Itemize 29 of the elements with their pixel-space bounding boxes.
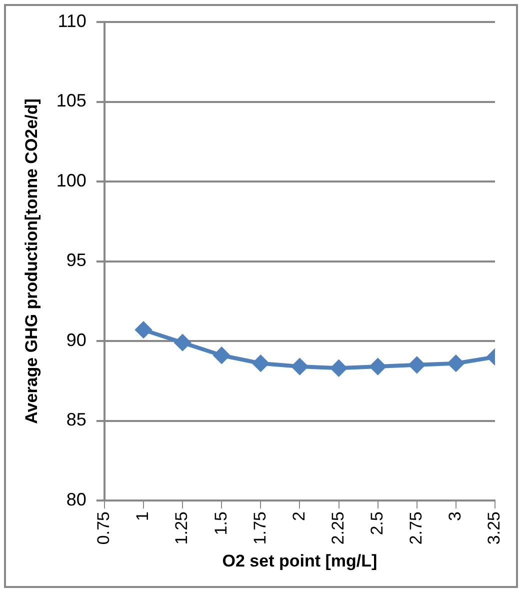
- y-tick-label: 90: [66, 330, 86, 350]
- point: [135, 322, 152, 338]
- x-tick-label: 0.75: [94, 512, 114, 545]
- x-tick-label: 1: [133, 512, 152, 521]
- point: [370, 358, 386, 375]
- x-tick-label: 2.75: [406, 512, 426, 545]
- y-tick-label: 80: [66, 489, 86, 510]
- y-tick-label: 100: [56, 170, 86, 190]
- y-axis-title: Average GHG production[tonne CO2e/d]: [22, 98, 41, 424]
- point: [292, 358, 308, 375]
- x-tick-label: 2.5: [368, 512, 387, 536]
- x-tick-label: 3: [446, 512, 465, 521]
- x-axis-title: O2 set point [mg/L]: [222, 551, 378, 570]
- y-tick-label: 95: [66, 250, 86, 270]
- point: [448, 355, 464, 372]
- point: [408, 356, 425, 373]
- y-tick-label: 105: [56, 90, 86, 111]
- y-tick-label: 110: [58, 10, 86, 31]
- point: [252, 355, 269, 372]
- point: [330, 360, 347, 376]
- x-tick-label: 1.75: [250, 512, 270, 545]
- x-tick-label: 1.5: [211, 512, 230, 536]
- point: [174, 334, 191, 351]
- x-tick-label: 1.25: [172, 512, 192, 545]
- x-tick-label: 3.25: [484, 512, 504, 545]
- y-tick-label: 85: [66, 410, 86, 430]
- x-tick-label: 2.25: [328, 512, 348, 545]
- x-tick-label: 2: [289, 512, 308, 521]
- point: [214, 347, 230, 364]
